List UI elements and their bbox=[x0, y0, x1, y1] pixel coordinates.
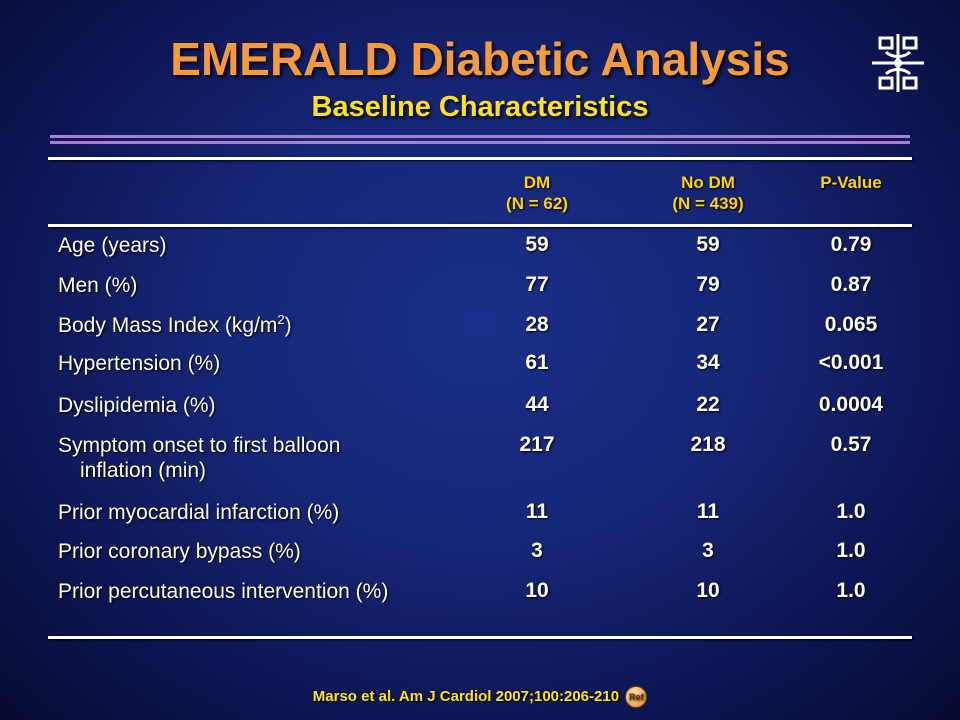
row-label-text: Body Mass Index (kg/m bbox=[58, 314, 278, 337]
cell-pvalue: 0.57 bbox=[830, 433, 872, 456]
citation: Marso et al. Am J Cardiol 2007;100:206-2… bbox=[0, 686, 960, 708]
cell-pvalue: 1.0 bbox=[836, 500, 866, 523]
row-label-superscript: 2 bbox=[277, 312, 285, 327]
cell-dm: 44 bbox=[525, 393, 549, 416]
logo-icon bbox=[872, 34, 924, 92]
column-header-pvalue-line1: P-Value bbox=[820, 173, 882, 192]
cell-dm: 77 bbox=[525, 273, 549, 296]
cell-nodm: 27 bbox=[696, 313, 720, 336]
row-label-line2: inflation (min) bbox=[80, 459, 207, 482]
cell-nodm: 11 bbox=[696, 500, 720, 523]
cell-nodm: 34 bbox=[696, 351, 720, 374]
cell-dm: 3 bbox=[531, 539, 543, 562]
cell-nodm: 79 bbox=[696, 273, 720, 296]
cell-dm: 11 bbox=[525, 500, 549, 523]
column-header-dm: DM (N = 62) bbox=[467, 172, 607, 214]
row-label: Hypertension (%) bbox=[58, 352, 221, 375]
divider-double-line bbox=[50, 135, 910, 144]
row-label: Age (years) bbox=[58, 234, 167, 257]
table-bottom-rule bbox=[48, 636, 912, 639]
slide-title: EMERALD Diabetic Analysis bbox=[170, 33, 790, 85]
cell-pvalue: 0.79 bbox=[830, 233, 872, 256]
cell-dm: 217 bbox=[519, 433, 555, 456]
cell-pvalue: 1.0 bbox=[836, 579, 866, 602]
cell-pvalue: 0.87 bbox=[830, 273, 872, 296]
cell-pvalue: <0.001 bbox=[818, 351, 884, 374]
column-header-dm-line2: (N = 62) bbox=[506, 194, 568, 213]
column-header-pvalue: P-Value bbox=[791, 172, 911, 193]
cell-dm: 61 bbox=[525, 351, 549, 374]
cell-nodm: 59 bbox=[696, 233, 720, 256]
column-header-nodm: No DM (N = 439) bbox=[638, 172, 778, 214]
column-header-nodm-line1: No DM bbox=[681, 173, 735, 192]
row-label: Prior percutaneous intervention (%) bbox=[58, 580, 389, 603]
cell-nodm: 22 bbox=[696, 393, 720, 416]
ref-icon[interactable]: Ref bbox=[625, 686, 648, 708]
cell-pvalue: 0.065 bbox=[824, 313, 878, 336]
table-header-rule bbox=[48, 224, 912, 227]
row-label: Prior myocardial infarction (%) bbox=[58, 501, 340, 524]
row-label: Body Mass Index (kg/m2) bbox=[58, 313, 292, 338]
row-label: Men (%) bbox=[58, 274, 138, 297]
row-label: Symptom onset to first balloon inflation… bbox=[58, 433, 340, 483]
table-top-rule bbox=[48, 157, 912, 160]
cell-dm: 28 bbox=[525, 313, 549, 336]
cell-pvalue: 0.0004 bbox=[818, 393, 884, 416]
cell-nodm: 10 bbox=[696, 579, 720, 602]
row-label: Prior coronary bypass (%) bbox=[58, 540, 301, 563]
cell-pvalue: 1.0 bbox=[836, 539, 866, 562]
row-label-line1: Symptom onset to first balloon bbox=[58, 434, 341, 457]
cell-dm: 59 bbox=[525, 233, 549, 256]
cell-nodm: 3 bbox=[702, 539, 714, 562]
cell-dm: 10 bbox=[525, 579, 549, 602]
column-header-dm-line1: DM bbox=[523, 173, 551, 192]
slide-subtitle: Baseline Characteristics bbox=[311, 91, 649, 123]
column-header-nodm-line2: (N = 439) bbox=[672, 194, 744, 213]
cell-nodm: 218 bbox=[690, 433, 726, 456]
row-label: Dyslipidemia (%) bbox=[58, 394, 216, 417]
citation-text: Marso et al. Am J Cardiol 2007;100:206-2… bbox=[312, 687, 620, 705]
row-label-close: ) bbox=[284, 314, 292, 337]
